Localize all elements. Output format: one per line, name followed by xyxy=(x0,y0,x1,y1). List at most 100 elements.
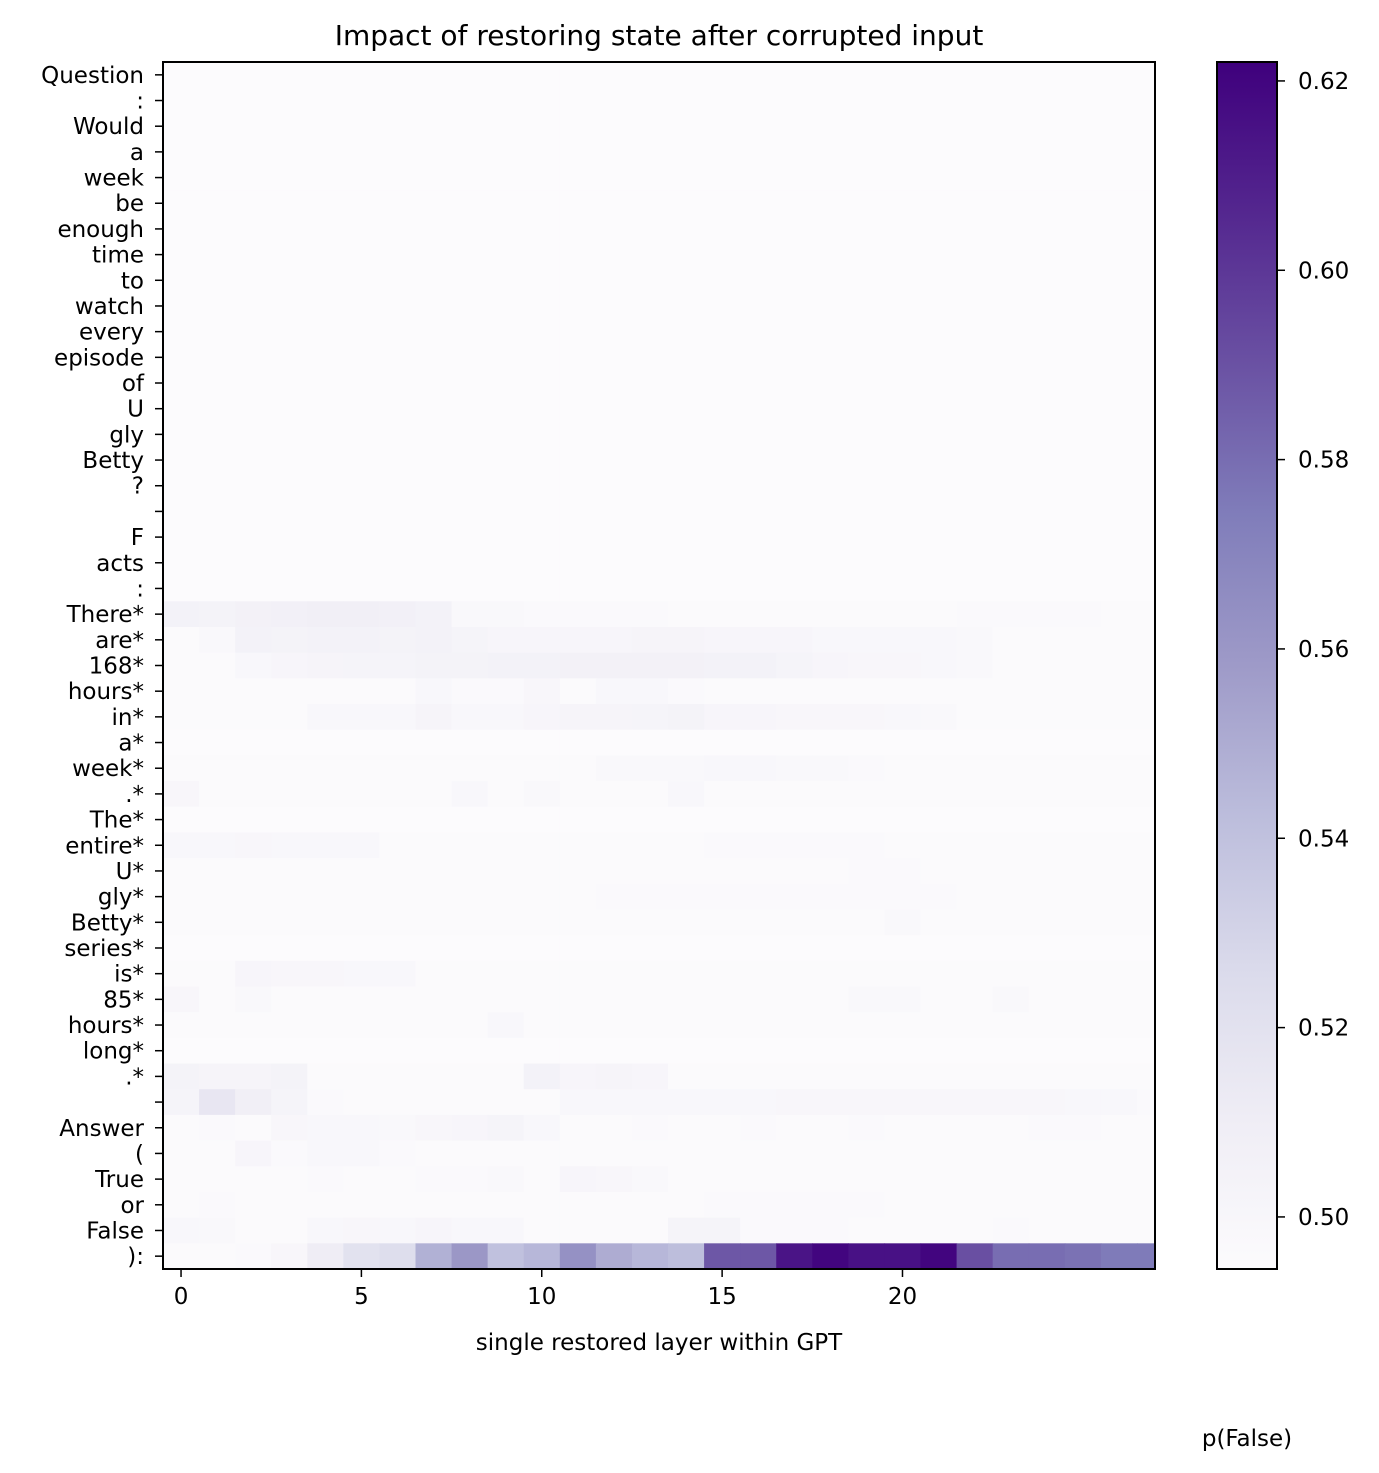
heatmap-cell xyxy=(848,421,886,448)
heatmap-cell xyxy=(379,858,417,885)
heatmap-cell xyxy=(559,652,597,679)
heatmap-cell xyxy=(631,190,669,217)
heatmap-cell xyxy=(595,216,633,243)
heatmap-cell xyxy=(1100,344,1138,371)
heatmap-cell xyxy=(415,1140,453,1167)
heatmap-cell xyxy=(343,935,381,962)
heatmap-cell xyxy=(704,1037,741,1065)
x-axis-ticks: 0 5 10 15 20 xyxy=(174,1269,917,1310)
heatmap-cell xyxy=(559,704,597,731)
heatmap-cell xyxy=(559,549,597,577)
heatmap-cell xyxy=(163,241,200,269)
heatmap-cell xyxy=(631,1217,669,1244)
heatmap-cell xyxy=(343,858,381,885)
heatmap-cell xyxy=(559,447,597,474)
y-tick-label: time xyxy=(92,243,144,269)
heatmap-cell xyxy=(271,241,308,269)
heatmap-cell xyxy=(992,318,1030,346)
heatmap-cell xyxy=(235,1089,272,1116)
heatmap-cell xyxy=(235,62,272,89)
heatmap-cell xyxy=(776,318,813,346)
heatmap-cell xyxy=(1064,1012,1102,1039)
heatmap-cell xyxy=(956,575,994,602)
heatmap-cell xyxy=(848,472,886,500)
heatmap-cell xyxy=(884,1243,922,1270)
heatmap-cell xyxy=(631,164,669,191)
heatmap-cell xyxy=(199,267,236,294)
heatmap-cell xyxy=(199,909,236,936)
heatmap-cell xyxy=(1100,447,1138,474)
heatmap-cell xyxy=(1136,241,1156,269)
heatmap-cell xyxy=(523,87,561,114)
heatmap-cell xyxy=(740,652,777,679)
heatmap-cell xyxy=(1136,678,1156,705)
y-tick-label: Betty* xyxy=(71,910,144,936)
heatmap-cell xyxy=(163,755,200,782)
heatmap-cell xyxy=(776,164,813,191)
heatmap-cell xyxy=(1064,1140,1102,1167)
heatmap-cell xyxy=(523,267,561,294)
heatmap-cell xyxy=(884,344,922,371)
heatmap-cell xyxy=(235,524,272,551)
heatmap-cell xyxy=(451,1217,489,1244)
heatmap-cell xyxy=(559,216,597,243)
heatmap-cell xyxy=(307,190,344,217)
heatmap-cell xyxy=(776,1217,813,1244)
heatmap-cell xyxy=(631,498,669,525)
heatmap-cell xyxy=(920,575,958,602)
heatmap-cell xyxy=(235,755,272,782)
heatmap-cell xyxy=(163,1089,200,1116)
heatmap-cell xyxy=(415,678,453,705)
heatmap-cell xyxy=(559,472,597,500)
heatmap-cell xyxy=(235,960,272,988)
heatmap-cell xyxy=(884,241,922,269)
heatmap-cell xyxy=(559,935,597,962)
heatmap-cell xyxy=(956,1037,994,1065)
heatmap-cell xyxy=(776,549,813,577)
heatmap-cell xyxy=(487,190,525,217)
heatmap-cell xyxy=(1136,986,1156,1013)
heatmap-cell xyxy=(487,652,525,679)
heatmap-cell xyxy=(704,164,741,191)
heatmap-cell xyxy=(631,883,669,911)
y-tick-label: entire* xyxy=(65,833,144,859)
heatmap-cell xyxy=(523,1063,561,1090)
heatmap-cell xyxy=(163,960,200,988)
heatmap-cell xyxy=(668,1063,705,1090)
heatmap-cell xyxy=(740,1191,777,1219)
heatmap-cell xyxy=(704,318,741,346)
heatmap-cell xyxy=(307,704,344,731)
heatmap-cell xyxy=(1136,318,1156,346)
heatmap-cell xyxy=(668,87,705,114)
heatmap-cell xyxy=(343,216,381,243)
heatmap-cell xyxy=(271,935,308,962)
y-tick-label: week xyxy=(84,166,145,192)
heatmap-cell xyxy=(740,729,777,756)
heatmap-cell xyxy=(487,87,525,114)
y-tick-label: 168* xyxy=(89,654,144,680)
heatmap-cell xyxy=(631,1037,669,1065)
heatmap-cell xyxy=(307,370,344,397)
colorbar-frame xyxy=(1216,61,1278,1270)
heatmap-cell xyxy=(1100,626,1138,654)
heatmap-cell xyxy=(992,832,1030,859)
heatmap-cell xyxy=(1100,806,1138,834)
heatmap-cell xyxy=(523,549,561,577)
heatmap-cell xyxy=(451,164,489,191)
heatmap-cell xyxy=(1028,113,1066,140)
heatmap-cell xyxy=(740,241,777,269)
heatmap-cell xyxy=(199,960,236,988)
heatmap-cell xyxy=(631,241,669,269)
heatmap-cell xyxy=(776,1012,813,1039)
heatmap-cell xyxy=(451,447,489,474)
heatmap-cell xyxy=(523,62,561,89)
heatmap-cell xyxy=(163,370,200,397)
heatmap-cell xyxy=(343,139,381,166)
heatmap-cell xyxy=(559,370,597,397)
heatmap-cell xyxy=(848,62,886,89)
heatmap-cell xyxy=(595,498,633,525)
heatmap-cell xyxy=(992,986,1030,1013)
heatmap-cell xyxy=(956,447,994,474)
heatmap-cell xyxy=(271,626,308,654)
heatmap-cell xyxy=(415,164,453,191)
